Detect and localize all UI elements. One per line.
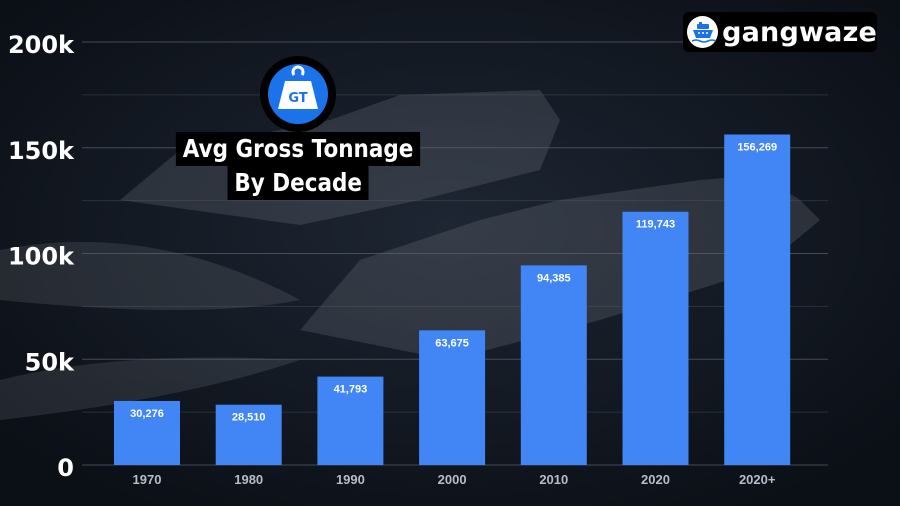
x-tick-label: 1990 — [336, 472, 365, 487]
x-tick-label: 2020+ — [739, 472, 776, 487]
gridlines — [82, 41, 828, 466]
bar — [520, 265, 587, 465]
data-label: 119,743 — [636, 219, 675, 231]
data-label: 28,510 — [232, 412, 266, 424]
bar — [317, 376, 384, 465]
badge-text: GT — [288, 91, 307, 106]
chart-title-line-2: By Decade — [227, 166, 370, 200]
y-tick-label: 200k — [8, 31, 75, 59]
x-tick-label: 1980 — [234, 472, 263, 487]
y-tick-label: 100k — [8, 243, 75, 271]
y-tick-label: 150k — [8, 137, 75, 165]
x-axis-ticks: 1970 1980 1990 2000 2010 2020 2020+ — [133, 472, 776, 487]
data-labels: 30,276 28,510 41,793 63,675 94,385 119,743 156… — [130, 141, 777, 423]
brand-name: gangwaze — [722, 16, 877, 48]
data-label: 41,793 — [334, 384, 368, 396]
x-tick-label: 1970 — [133, 472, 162, 487]
x-tick-label: 2000 — [438, 472, 467, 487]
weight-icon: GT — [268, 64, 328, 124]
bars — [114, 134, 791, 465]
chart-title-line-1: Avg Gross Tonnage — [176, 132, 421, 166]
y-tick-label: 0 — [57, 454, 74, 482]
chart-title: Avg Gross Tonnage By Decade — [176, 132, 421, 200]
bar — [724, 134, 791, 465]
ship-icon — [687, 16, 719, 48]
data-label: 30,276 — [130, 408, 164, 420]
bar — [114, 400, 180, 465]
y-axis-ticks: 0 50k 100k 150k 200k — [8, 31, 75, 482]
x-tick-label: 2020 — [641, 472, 670, 487]
data-label: 63,675 — [435, 337, 469, 349]
y-tick-label: 50k — [25, 348, 75, 376]
gross-tonnage-badge: GT — [260, 56, 336, 132]
brand-logo[interactable]: gangwaze — [683, 12, 877, 52]
data-label: 94,385 — [537, 272, 571, 284]
x-tick-label: 2010 — [539, 472, 568, 487]
data-label: 156,269 — [737, 141, 777, 153]
bar — [419, 330, 486, 465]
bar — [215, 404, 282, 465]
bar — [622, 211, 689, 465]
